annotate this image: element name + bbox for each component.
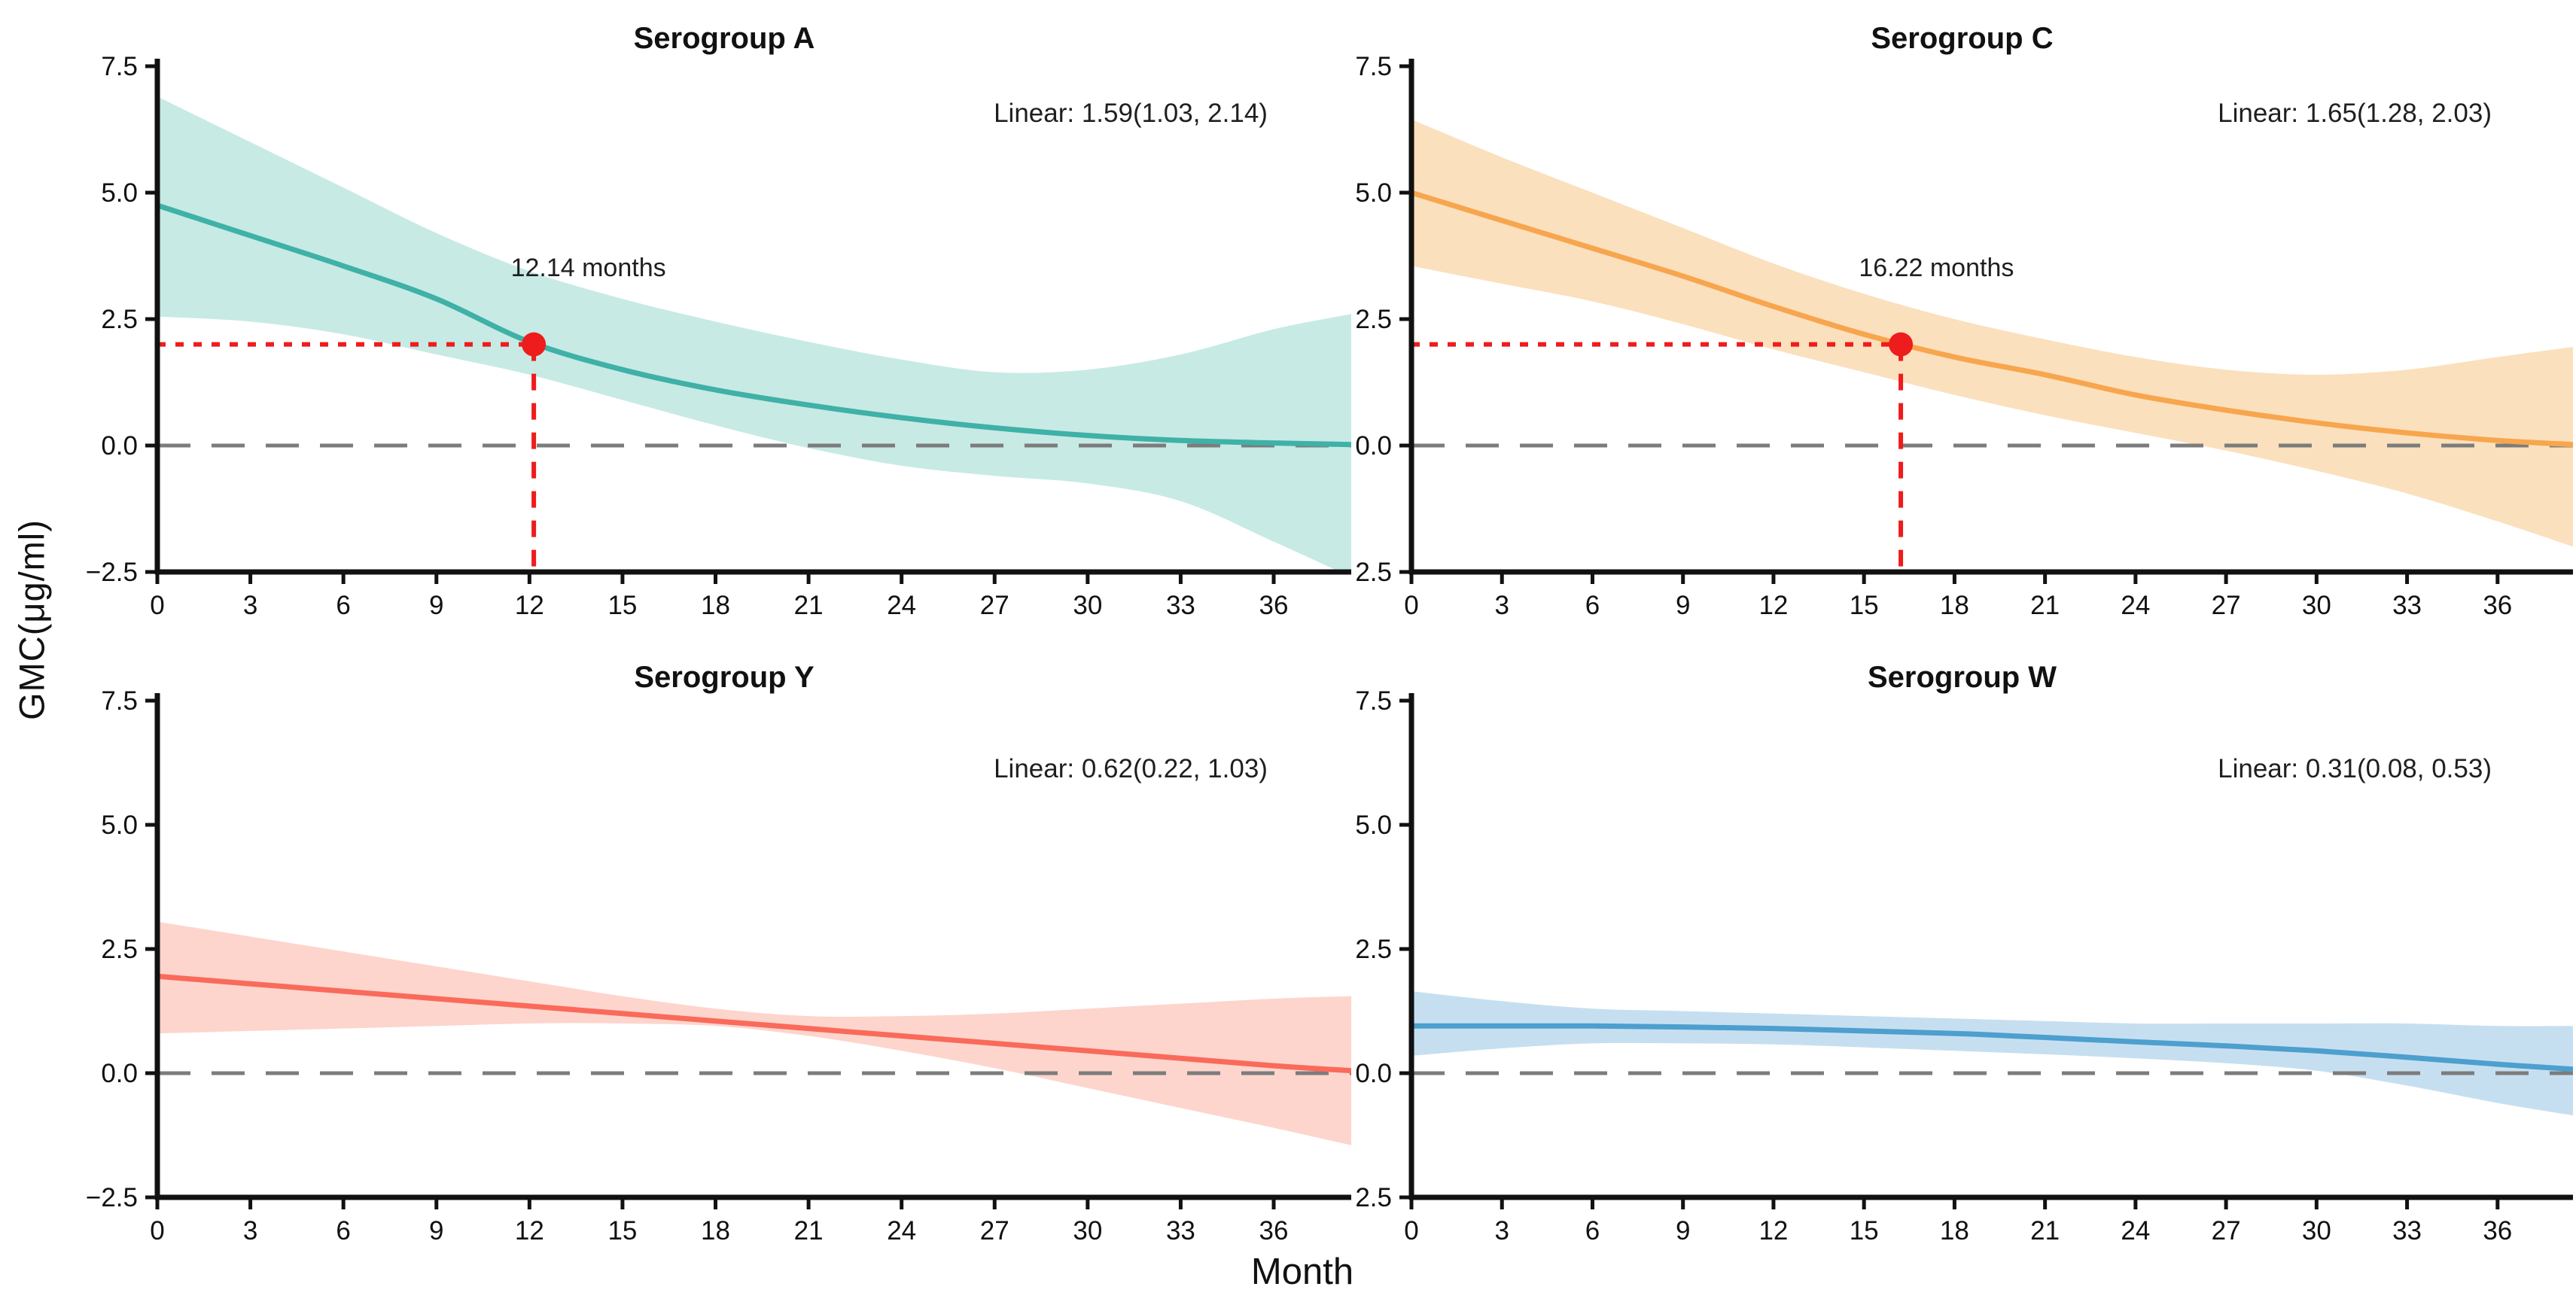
y-tick-label: 5.0 [101, 178, 138, 208]
confidence-band [1411, 119, 2573, 547]
y-tick-label: 0.0 [101, 431, 138, 461]
y-tick-label: 0.0 [101, 1059, 138, 1088]
panel-serogroup-c: 16.22 months7.55.02.50.0−2.5036912151821… [1355, 22, 2573, 620]
y-tick-label: 7.5 [1355, 52, 1392, 81]
x-tick-label: 0 [150, 591, 164, 620]
panel-serogroup-y: 7.55.02.50.0−2.50 3 6 9 12 15 18 21 24 27 30 33 36Se… [86, 661, 1351, 1246]
linear-estimate-label: Linear: 0.31(0.08, 0.53) [2218, 754, 2492, 783]
y-tick-label: 5.0 [1355, 178, 1392, 208]
x-tick-label: 12 [515, 591, 544, 620]
x-tick-label: 0 [150, 1216, 164, 1246]
x-tick-label: 27 [980, 591, 1009, 620]
x-tick-label: 0 [1404, 591, 1418, 620]
threshold-annotation: 12.14 months [511, 254, 666, 282]
linear-estimate-label: Linear: 0.62(0.22, 1.03) [994, 754, 1268, 783]
y-tick-label: 2.5 [101, 935, 138, 964]
y-tick-label: 2.5 [1355, 935, 1392, 964]
x-tick-label: 18 [1940, 1216, 1969, 1246]
x-axis-label: Month [1250, 1252, 1354, 1292]
confidence-band [157, 96, 1351, 572]
panel-title: Serogroup Y [634, 661, 815, 694]
threshold-point [522, 332, 547, 357]
x-tick-label: 6 [336, 591, 350, 620]
y-tick-label: 5.0 [101, 811, 138, 840]
x-tick-label: 3 [1494, 1216, 1509, 1246]
y-tick-label: 2.5 [101, 305, 138, 334]
x-tick-label: 30 [2302, 591, 2331, 620]
panel-title: Serogroup W [1868, 661, 2057, 694]
x-tick-label: 18 [701, 1216, 730, 1246]
y-tick-label: −2.5 [1355, 1183, 1392, 1212]
x-tick-label: 24 [887, 1216, 916, 1246]
x-tick-label: 0 [1404, 1216, 1418, 1246]
y-tick-label: 5.0 [1355, 811, 1392, 840]
x-tick-label: 3 [243, 1216, 257, 1246]
y-tick-label: 7.5 [101, 52, 138, 81]
x-tick-label: 3 [1494, 591, 1509, 620]
x-tick-label: 18 [701, 591, 730, 620]
x-tick-label: 36 [1259, 1216, 1289, 1246]
x-tick-label: 9 [1676, 591, 1690, 620]
x-tick-label: 15 [607, 591, 637, 620]
y-tick-label: 7.5 [1355, 686, 1392, 716]
x-tick-label: 24 [2121, 1216, 2150, 1246]
x-tick-label: 6 [1585, 1216, 1600, 1246]
y-tick-label: 7.5 [101, 686, 138, 716]
y-tick-label: −2.5 [86, 558, 138, 587]
x-tick-label: 24 [887, 591, 916, 620]
x-tick-label: 21 [794, 591, 824, 620]
x-tick-label: 24 [2121, 591, 2150, 620]
y-tick-label: 0.0 [1355, 431, 1392, 461]
x-tick-label: 33 [2392, 591, 2422, 620]
x-tick-label: 27 [2212, 591, 2241, 620]
x-tick-label: 6 [336, 1216, 350, 1246]
fit-line [1411, 190, 2573, 448]
x-tick-label: 9 [1676, 1216, 1690, 1246]
fit-line [1411, 1023, 2573, 1072]
y-tick-label: −2.5 [86, 1183, 138, 1212]
x-tick-label: 30 [1073, 1216, 1102, 1246]
panel-title: Serogroup C [1871, 22, 2053, 55]
x-tick-label: 36 [1259, 591, 1289, 620]
x-tick-label: 15 [607, 1216, 637, 1246]
x-tick-label: 27 [980, 1216, 1009, 1246]
fit-line [157, 202, 1351, 448]
x-tick-label: 27 [2212, 1216, 2241, 1246]
x-tick-label: 12 [1758, 591, 1788, 620]
x-tick-label: 33 [1166, 591, 1195, 620]
x-tick-label: 30 [1073, 591, 1102, 620]
y-tick-label: 2.5 [1355, 305, 1392, 334]
x-tick-label: 21 [2030, 1216, 2060, 1246]
x-tick-label: 6 [1585, 591, 1600, 620]
x-tick-label: 18 [1940, 591, 1969, 620]
x-tick-label: 33 [2392, 1216, 2422, 1246]
x-tick-label: 21 [794, 1216, 824, 1246]
y-tick-label: 0.0 [1355, 1059, 1392, 1088]
panel-serogroup-w: 7.55.02.50.0−2.50369121518212427303336Se… [1355, 661, 2573, 1246]
x-tick-label: 9 [429, 591, 443, 620]
x-tick-label: 15 [1850, 591, 1879, 620]
x-tick-label: 15 [1850, 1216, 1879, 1246]
x-tick-label: 12 [515, 1216, 544, 1246]
confidence-band [1411, 991, 2573, 1116]
linear-estimate-label: Linear: 1.59(1.03, 2.14) [994, 99, 1268, 128]
x-tick-label: 3 [243, 591, 257, 620]
x-tick-label: 36 [2483, 1216, 2512, 1246]
threshold-point [1889, 332, 1914, 357]
panel-title: Serogroup A [634, 22, 815, 55]
threshold-annotation: 16.22 months [1859, 254, 2014, 282]
x-tick-label: 33 [1166, 1216, 1195, 1246]
x-tick-label: 9 [429, 1216, 443, 1246]
y-axis-label: GMC(μg/ml) [11, 519, 52, 720]
x-tick-label: 21 [2030, 591, 2060, 620]
linear-estimate-label: Linear: 1.65(1.28, 2.03) [2218, 99, 2492, 128]
confidence-band [157, 921, 1351, 1145]
fit-line [157, 973, 1351, 1074]
x-tick-label: 36 [2483, 591, 2512, 620]
x-tick-label: 30 [2302, 1216, 2331, 1246]
y-tick-label: −2.5 [1355, 558, 1392, 587]
x-tick-label: 12 [1758, 1216, 1788, 1246]
